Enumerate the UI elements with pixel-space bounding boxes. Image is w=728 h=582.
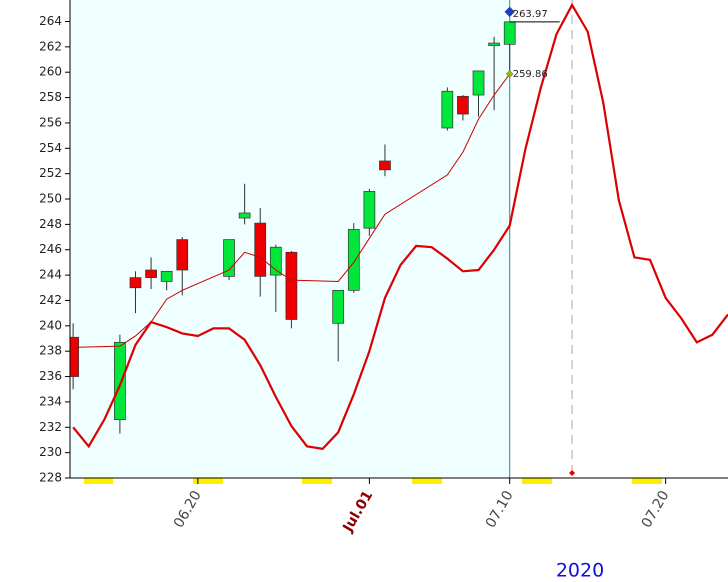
candle-body: [114, 341, 126, 421]
weekend-marker: [84, 478, 113, 484]
y-tick-label: 228: [39, 471, 62, 485]
candle-body: [223, 239, 235, 277]
weekend-marker: [412, 478, 442, 484]
candle-body: [363, 191, 376, 229]
candle-body: [332, 289, 345, 324]
y-tick-label: 250: [39, 192, 62, 206]
y-tick-label: 254: [39, 141, 62, 155]
y-tick-label: 240: [39, 318, 62, 332]
y-tick-label: 230: [39, 445, 62, 459]
y-tick-label: 248: [39, 217, 62, 231]
weekend-marker: [193, 478, 223, 484]
x-tick-label: 07.20: [639, 488, 673, 531]
value-label: 259.86: [513, 69, 548, 80]
candle-body: [503, 21, 516, 45]
weekend-markers: [84, 478, 662, 484]
y-tick-label: 256: [39, 115, 62, 129]
y-tick-label: 234: [39, 394, 62, 408]
y-tick-label: 252: [39, 166, 62, 180]
y-tick-label: 242: [39, 293, 62, 307]
candle-body: [70, 336, 79, 377]
overlay-line: [73, 73, 511, 348]
year-label: 2020: [556, 560, 604, 582]
candle-body: [488, 42, 500, 46]
weekend-marker: [632, 478, 662, 484]
value-label: 263.97: [513, 9, 548, 20]
weekend-marker: [302, 478, 332, 484]
y-tick-label: 262: [39, 39, 62, 53]
history-area: [70, 0, 510, 478]
y-tick-label: 232: [39, 420, 62, 434]
overlay-line: [72, 2, 728, 451]
y-tick-label: 236: [39, 369, 62, 383]
candle-body: [160, 270, 173, 282]
x-tick-label: 06.20: [171, 488, 205, 531]
candle-body: [379, 160, 391, 171]
projection-peak-marker: [569, 470, 576, 476]
candle-body: [457, 95, 469, 115]
y-tick-label: 244: [39, 268, 62, 282]
candle-body: [129, 277, 142, 289]
candle-body: [254, 222, 267, 277]
candle-body: [145, 269, 157, 278]
value-marker: [505, 70, 514, 78]
value-marker: [504, 6, 516, 18]
y-tick-label: 258: [39, 90, 62, 104]
x-tick-label: 07.10: [483, 488, 517, 531]
candle-body: [269, 246, 282, 276]
y-tick-label: 264: [39, 14, 62, 28]
y-tick-label: 246: [39, 242, 62, 256]
candle-body: [441, 90, 454, 129]
candle-body: [238, 212, 251, 219]
candle-body: [285, 251, 298, 320]
y-tick-label: 238: [39, 344, 62, 358]
candle-body: [347, 229, 360, 291]
candle-body: [472, 70, 485, 96]
y-tick-label: 260: [39, 65, 62, 79]
candle-body: [176, 239, 189, 271]
weekend-marker: [522, 478, 552, 484]
x-tick-label: Jul.01: [340, 488, 377, 536]
